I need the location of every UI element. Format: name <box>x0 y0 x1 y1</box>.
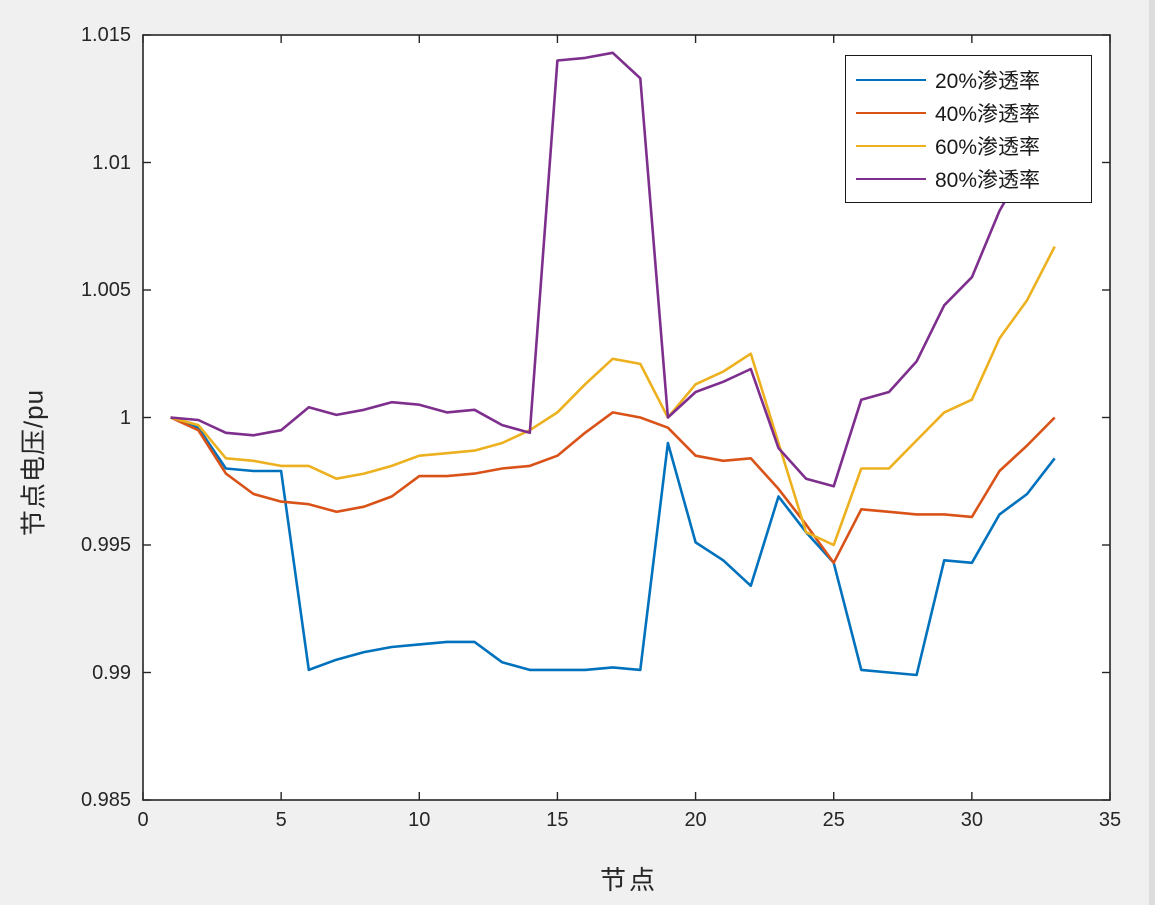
y-tick-label: 1.015 <box>80 24 131 46</box>
legend-line-sample-60pct <box>856 144 926 147</box>
series-line-40%渗透率 <box>170 411 1056 565</box>
axis-tick-marks <box>142 34 1111 801</box>
x-tick-label: 15 <box>546 809 569 831</box>
legend-label-40pct: 40%渗透率 <box>935 102 1041 126</box>
legend-item-80pct: 80%渗透率 <box>846 162 1091 195</box>
legend-label-80pct: 80%渗透率 <box>935 168 1041 192</box>
legend-label-60pct: 60%渗透率 <box>935 135 1041 159</box>
legend-item-40pct: 40%渗透率 <box>846 96 1091 129</box>
x-tick-label: 10 <box>408 809 431 831</box>
legend-line-sample-40pct <box>856 111 926 114</box>
y-tick-label: 0.985 <box>80 789 131 811</box>
y-tick-label: 1.01 <box>92 151 131 174</box>
y-tick-label: 1.005 <box>80 279 131 301</box>
window-edge <box>1149 0 1155 905</box>
series-line-60%渗透率 <box>170 246 1056 547</box>
x-axis-title: 节点 <box>599 865 658 895</box>
series-line-20%渗透率 <box>170 416 1056 677</box>
legend-line-sample-80pct <box>856 177 926 180</box>
series-line-80%渗透率 <box>170 51 1056 488</box>
legend-label-20pct: 20%渗透率 <box>935 69 1041 93</box>
x-tick-label: 30 <box>960 809 983 831</box>
legend-item-20pct: 20%渗透率 <box>846 63 1091 96</box>
y-tick-label: 1 <box>119 406 131 429</box>
legend: 20%渗透率 40%渗透率 60%渗透率 80%渗透率 <box>845 55 1092 203</box>
x-tick-label: 0 <box>137 809 149 831</box>
y-tick-label: 0.99 <box>92 661 131 684</box>
y-axis-title: 节点电压/pu <box>18 388 49 537</box>
legend-item-60pct: 60%渗透率 <box>846 129 1091 162</box>
x-tick-label: 20 <box>684 809 707 831</box>
x-tick-label: 25 <box>822 809 845 831</box>
x-tick-label: 5 <box>275 809 287 831</box>
series-lines <box>170 51 1056 677</box>
legend-line-sample-20pct <box>856 78 926 81</box>
y-tick-label: 0.995 <box>80 534 131 556</box>
x-tick-label: 35 <box>1098 809 1122 831</box>
